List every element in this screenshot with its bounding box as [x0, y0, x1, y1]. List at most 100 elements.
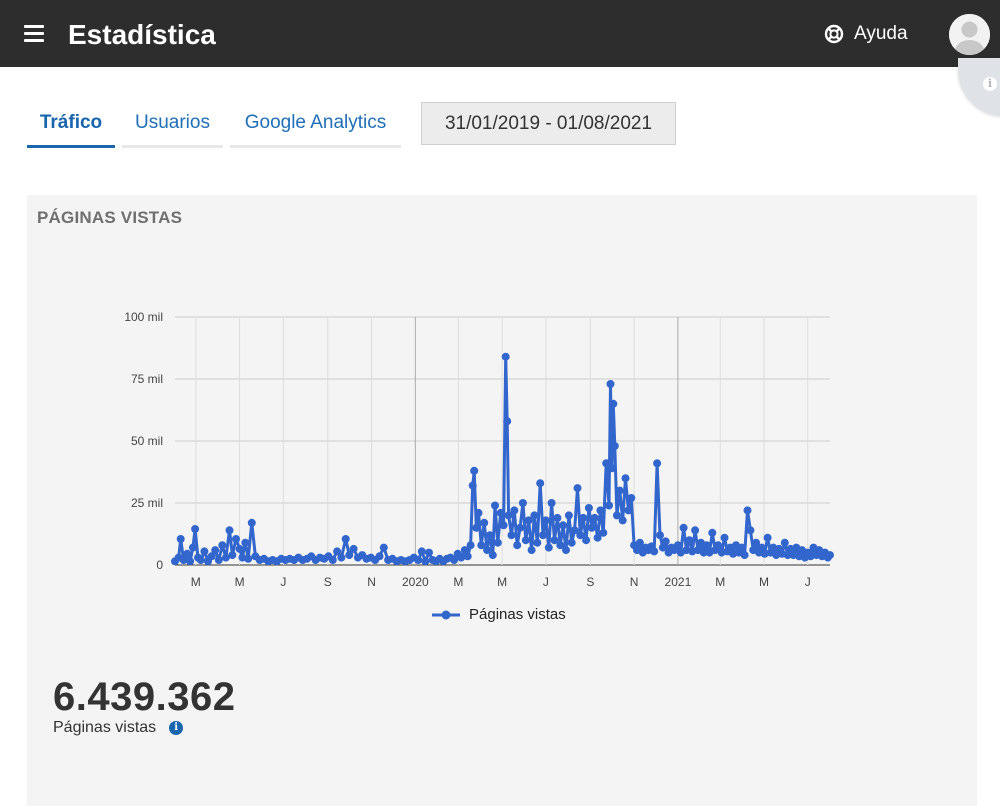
data-point	[596, 506, 605, 515]
data-point	[743, 506, 752, 515]
chart-legend[interactable]: Páginas vistas	[431, 606, 566, 623]
tab-trafico[interactable]: Tráfico	[27, 101, 115, 148]
help-button[interactable]: Ayuda	[824, 20, 908, 48]
help-label: Ayuda	[854, 23, 908, 44]
data-point	[485, 531, 494, 540]
data-point	[518, 499, 527, 507]
hamburger-menu-icon[interactable]	[24, 25, 44, 42]
data-point	[425, 548, 433, 557]
data-point	[228, 551, 237, 560]
info-icon[interactable]: i	[169, 721, 184, 735]
data-point	[200, 547, 209, 556]
data-point	[450, 556, 459, 564]
x-tick-label: 2020	[402, 575, 429, 589]
x-tick-label: M	[191, 575, 201, 589]
data-point	[653, 459, 662, 468]
data-point	[826, 551, 834, 560]
panel-title: PÁGINAS VISTAS	[37, 208, 183, 227]
data-point	[650, 547, 659, 556]
data-point	[691, 526, 700, 535]
x-tick-label: J	[805, 575, 811, 589]
data-point	[590, 513, 599, 522]
data-point	[466, 541, 475, 550]
data-point	[685, 536, 694, 545]
y-tick-label: 100 mil	[124, 310, 163, 324]
x-tick-label: 2021	[665, 575, 692, 589]
data-point	[737, 543, 746, 552]
x-tick-label: N	[367, 575, 376, 589]
data-point	[746, 526, 755, 535]
data-point	[341, 535, 350, 543]
data-point	[757, 543, 766, 552]
data-point	[513, 541, 522, 550]
data-point	[570, 526, 579, 535]
total-pageviews-label: Páginas vistas	[53, 719, 157, 736]
data-point	[576, 531, 585, 540]
data-point	[708, 528, 717, 537]
x-tick-label: M	[759, 575, 769, 589]
data-point	[328, 556, 337, 564]
data-point	[241, 538, 250, 547]
x-tick-label: J	[543, 575, 549, 589]
data-point	[499, 521, 508, 530]
data-point	[763, 533, 772, 542]
tab-usuarios[interactable]: Usuarios	[122, 101, 223, 148]
lifebuoy-icon	[824, 24, 844, 44]
user-avatar-icon[interactable]	[949, 14, 990, 55]
data-point	[536, 479, 545, 488]
data-point	[720, 533, 729, 542]
data-point	[457, 553, 466, 562]
data-point	[510, 506, 519, 515]
data-point	[783, 551, 792, 560]
data-point	[496, 508, 505, 517]
data-point	[463, 552, 472, 561]
data-point	[501, 352, 510, 361]
data-point	[673, 541, 682, 550]
data-point	[539, 531, 547, 540]
data-point	[493, 538, 502, 547]
data-point	[584, 504, 593, 512]
data-point	[470, 466, 479, 475]
data-point	[349, 544, 358, 553]
data-point	[207, 552, 216, 561]
data-point	[679, 523, 688, 532]
data-point	[564, 511, 573, 520]
data-point	[345, 551, 354, 560]
data-point	[610, 442, 619, 450]
y-tick-label: 50 mil	[131, 434, 163, 448]
data-point	[516, 523, 525, 532]
x-tick-label: J	[280, 575, 286, 589]
data-point	[235, 544, 244, 553]
tab-google-analytics[interactable]: Google Analytics	[230, 101, 401, 148]
data-point	[221, 553, 230, 562]
data-point	[218, 541, 227, 550]
data-point	[460, 546, 469, 555]
data-point	[472, 523, 481, 532]
data-point	[504, 511, 513, 520]
date-range-picker[interactable]: 31/01/2019 - 01/08/2021	[421, 102, 676, 145]
x-tick-label: M	[715, 575, 725, 589]
data-point	[714, 541, 723, 550]
data-point	[567, 538, 576, 547]
data-point	[491, 501, 499, 510]
data-point	[752, 538, 761, 547]
data-point	[559, 521, 568, 530]
data-point	[547, 499, 556, 507]
x-tick-label: M	[235, 575, 245, 589]
data-point	[503, 417, 512, 426]
data-point	[661, 537, 670, 546]
data-point	[214, 556, 223, 564]
data-point	[609, 399, 618, 408]
data-point	[656, 531, 664, 540]
data-point	[627, 494, 636, 502]
data-point	[556, 541, 565, 550]
data-point	[507, 531, 516, 540]
info-panel-toggle[interactable]: i	[958, 58, 1000, 116]
data-point	[337, 553, 346, 562]
total-pageviews-caption: Páginas vistas i	[53, 719, 184, 737]
data-point	[191, 525, 200, 533]
x-tick-label: S	[586, 575, 594, 589]
data-point	[375, 552, 384, 561]
data-point	[533, 538, 542, 547]
data-point	[602, 459, 611, 468]
